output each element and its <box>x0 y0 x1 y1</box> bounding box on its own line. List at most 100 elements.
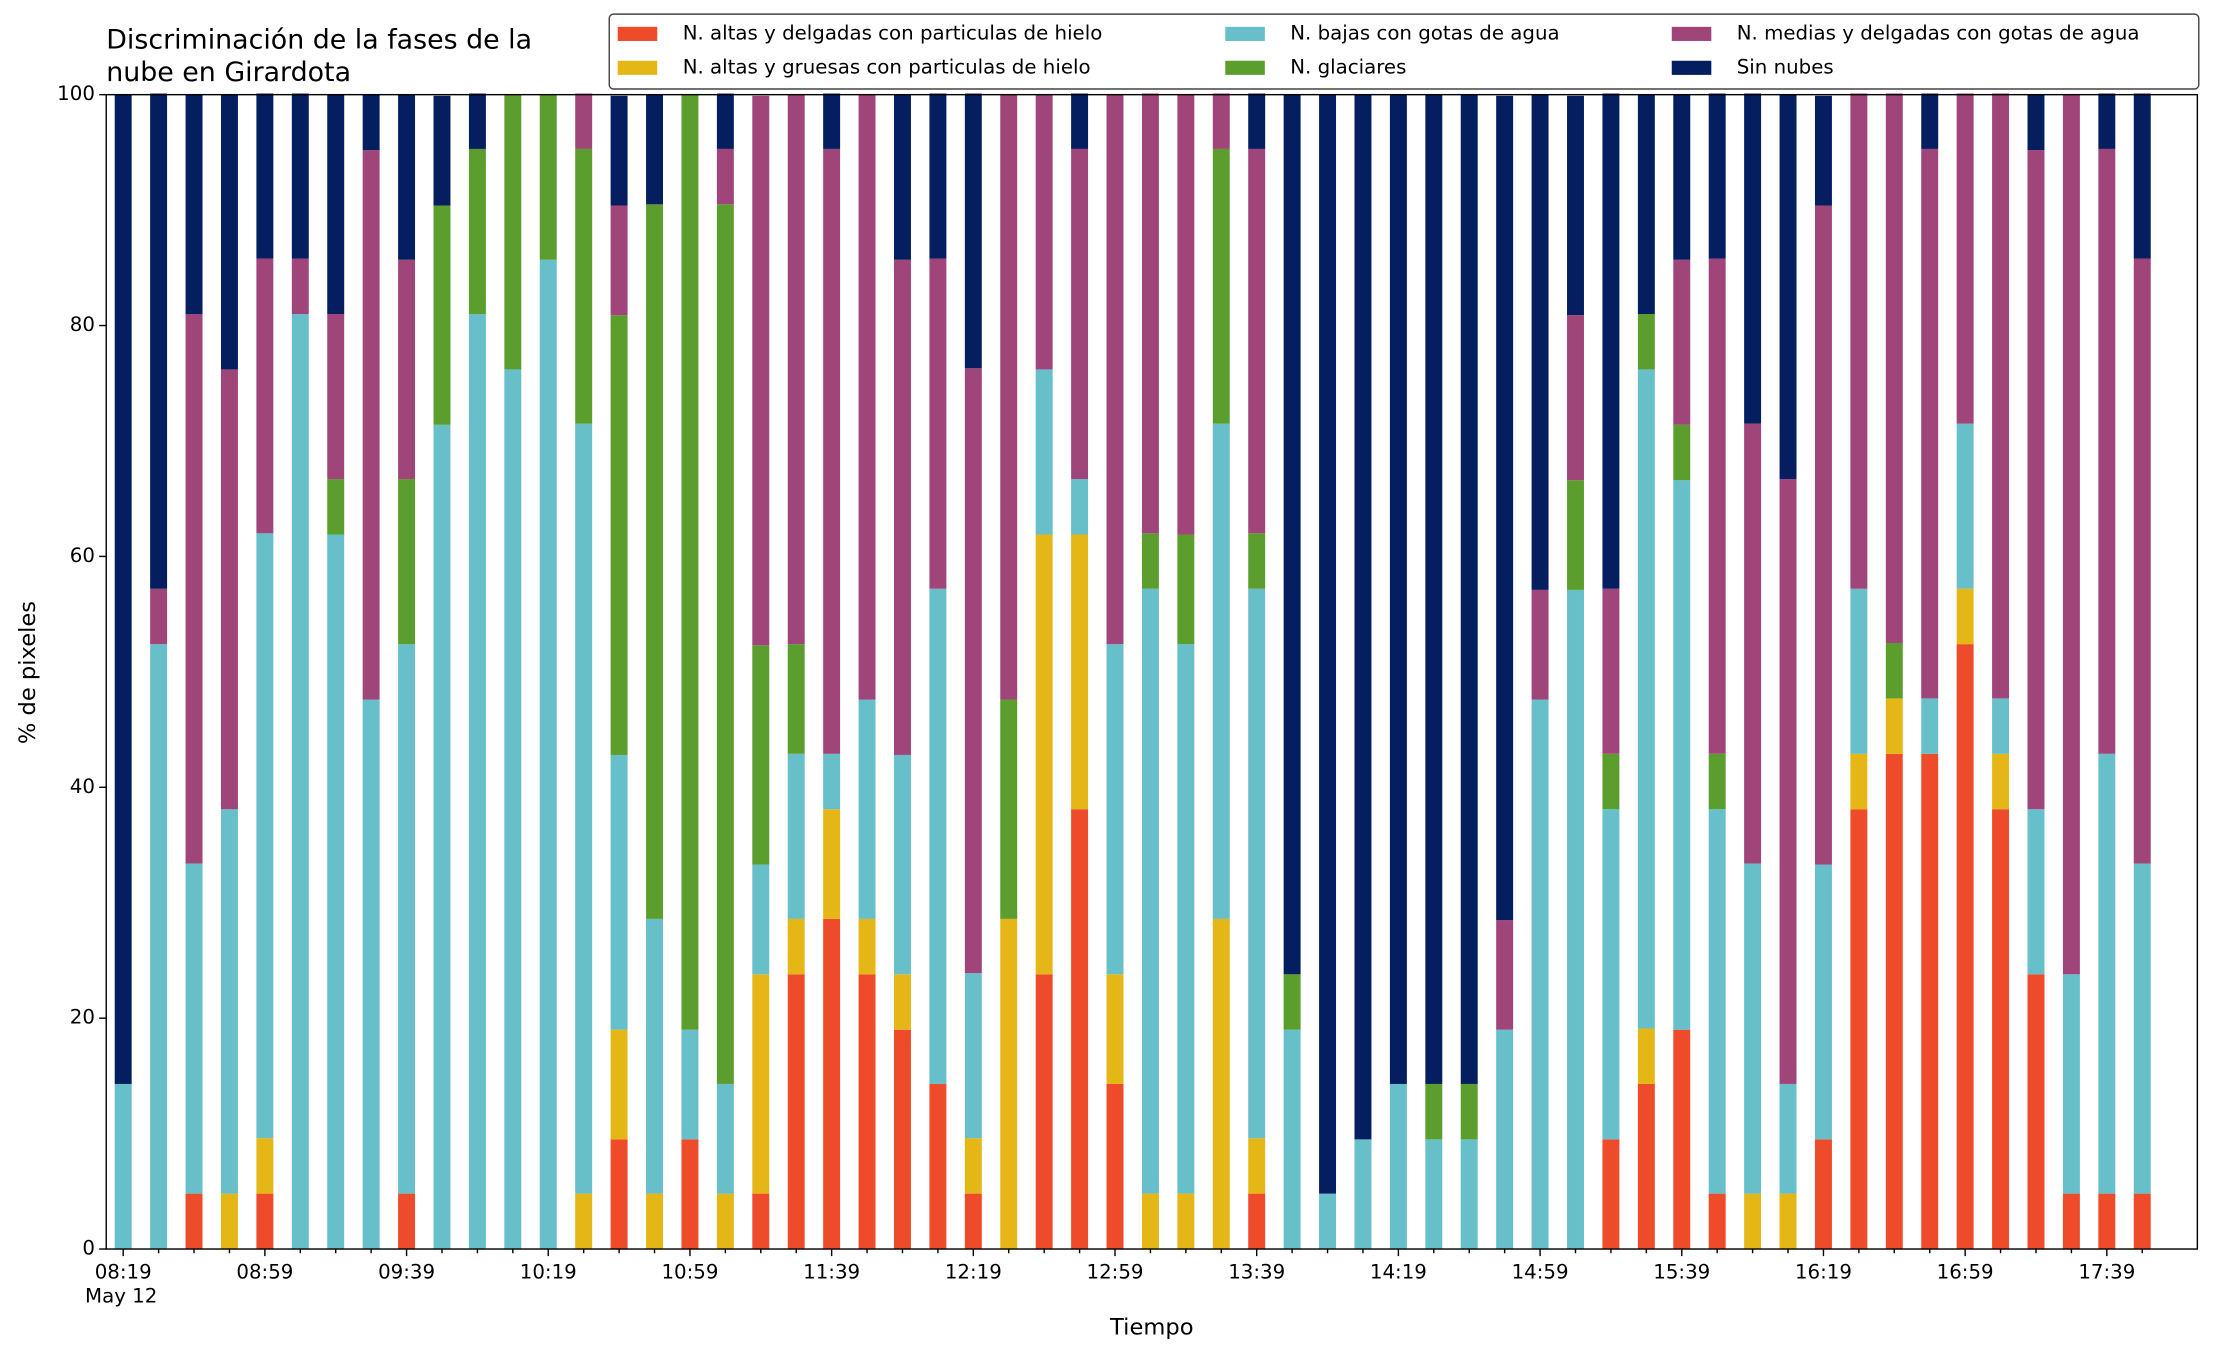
bar-segment <box>220 369 238 810</box>
bar-segment <box>1673 424 1691 481</box>
bar-segment <box>1779 1193 1797 1250</box>
bar-segment <box>185 94 203 314</box>
legend-swatch <box>617 60 658 75</box>
bar-segment <box>646 918 663 1194</box>
bar-segment <box>1035 369 1053 535</box>
bar-segment <box>398 259 416 480</box>
bar-segment <box>1921 93 1939 149</box>
legend-box <box>608 13 2200 90</box>
bar-segment <box>1248 588 1266 1139</box>
x-tick-label: 12:19 <box>945 1261 1002 1284</box>
bar-segment <box>1744 423 1762 864</box>
bar-segment <box>1531 94 1549 590</box>
bar-segment <box>823 148 841 754</box>
bar-segment <box>1496 920 1514 1030</box>
bar-segment <box>150 588 168 645</box>
bar-segment <box>1850 753 1868 810</box>
y-tick-label: 60 <box>70 544 95 567</box>
bar-segment <box>1744 93 1762 424</box>
bar-segment <box>1141 588 1159 1194</box>
bar-segment <box>716 148 734 205</box>
bar-segment <box>398 479 416 645</box>
bar-segment <box>858 974 876 1250</box>
bar-segment <box>964 1138 982 1194</box>
bar-segment <box>256 1138 274 1194</box>
bar-segment <box>823 809 841 919</box>
bar-segment <box>1814 864 1832 1140</box>
bar-segment <box>1637 313 1655 370</box>
bar-segment <box>2098 148 2116 754</box>
bar-segment <box>1885 642 1903 699</box>
bar-segment <box>185 1193 203 1250</box>
bar-segment <box>1814 1139 1832 1250</box>
bar-segment <box>1885 93 1903 643</box>
bar-segment <box>1106 644 1124 975</box>
bar-segment <box>2062 1193 2080 1250</box>
bar-segment <box>1071 809 1089 1250</box>
bar-segment <box>1956 588 1974 645</box>
bar-segment <box>1673 1029 1691 1250</box>
x-sublabel: May 12 <box>85 1285 157 1308</box>
bar-segment <box>150 93 168 589</box>
chart-title: nube en Girardota <box>106 57 351 88</box>
bar-segment <box>2133 93 2151 259</box>
bar-segment <box>1602 753 1620 810</box>
bar-segment <box>1921 753 1939 1250</box>
legend-swatch <box>1225 60 1265 75</box>
bar-segment <box>1744 863 1762 1194</box>
bar-segment <box>539 94 557 260</box>
bar-segment <box>291 313 309 1250</box>
bar-segment <box>716 1193 734 1250</box>
bar-segment <box>114 94 132 1084</box>
bar-segment <box>1425 94 1443 1084</box>
bar-segment <box>1177 534 1195 645</box>
bar-segment <box>893 754 911 975</box>
bar-segment <box>433 205 451 425</box>
bar-segment <box>1531 589 1549 700</box>
y-tick-label: 100 <box>57 82 95 105</box>
bar-segment <box>1000 699 1018 919</box>
bar-segment <box>575 423 593 1194</box>
bar-segment <box>787 753 805 919</box>
bar-segment <box>823 93 841 149</box>
y-tick-label: 80 <box>70 313 95 336</box>
bar-segment <box>1106 94 1124 645</box>
bar-segment <box>964 973 982 1139</box>
bar-segment <box>1283 1029 1301 1250</box>
bar-segment <box>1177 1193 1195 1250</box>
bar-segment <box>1071 479 1089 535</box>
bar-segment <box>1071 534 1089 810</box>
bar-segment <box>2098 1193 2116 1250</box>
y-axis-label: % de pixeles <box>15 601 41 744</box>
legend-label: N. altas y gruesas con particulas de hie… <box>683 55 1091 78</box>
bar-segment <box>893 1029 911 1250</box>
bar-segment <box>1212 148 1230 424</box>
bar-segment <box>646 204 663 919</box>
bar-segment <box>1248 533 1266 589</box>
bar-segment <box>1212 918 1230 1250</box>
bar-segment <box>610 205 628 316</box>
x-tick-label: 16:19 <box>1795 1261 1852 1284</box>
bar-segment <box>1602 93 1620 589</box>
bar-segment <box>575 1193 593 1250</box>
legend-label: Sin nubes <box>1737 55 1834 78</box>
x-tick-label: 10:59 <box>661 1261 718 1284</box>
x-tick-label: 09:39 <box>378 1261 435 1284</box>
bar-segment <box>1992 753 2010 810</box>
x-tick-label: 15:39 <box>1653 1261 1710 1284</box>
bar-segment <box>681 94 699 1030</box>
bar-segment <box>1035 94 1053 370</box>
bar-segment <box>1637 1028 1655 1084</box>
bar-segment <box>256 1193 274 1250</box>
bar-segment <box>220 94 238 370</box>
bar-segment <box>1248 148 1266 534</box>
legend: N. altas y delgadas con particulas de hi… <box>608 13 2200 90</box>
bar-segment <box>1850 93 1868 589</box>
x-tick-label: 14:59 <box>1512 1261 1569 1284</box>
bar-segment <box>1389 94 1407 1084</box>
bar-segment <box>858 94 876 700</box>
bar-segment <box>327 313 345 480</box>
bar-segment <box>291 93 309 259</box>
x-tick-label: 16:59 <box>1937 1261 1994 1284</box>
